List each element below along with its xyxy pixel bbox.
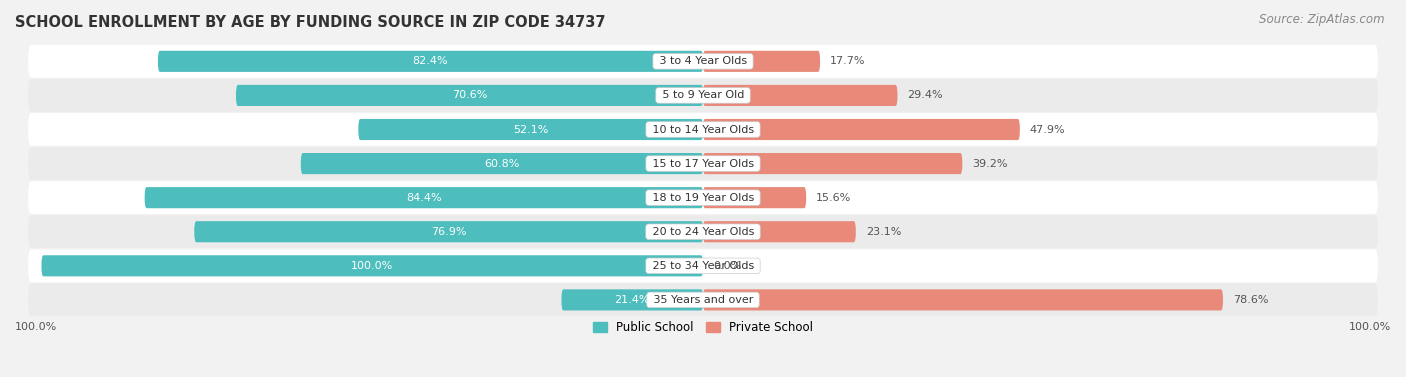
Text: 15 to 17 Year Olds: 15 to 17 Year Olds: [648, 159, 758, 169]
FancyBboxPatch shape: [703, 187, 806, 208]
Text: 70.6%: 70.6%: [451, 90, 486, 100]
FancyBboxPatch shape: [703, 153, 962, 174]
Text: 21.4%: 21.4%: [614, 295, 650, 305]
Text: SCHOOL ENROLLMENT BY AGE BY FUNDING SOURCE IN ZIP CODE 34737: SCHOOL ENROLLMENT BY AGE BY FUNDING SOUR…: [15, 15, 606, 30]
FancyBboxPatch shape: [28, 284, 1378, 316]
Text: Source: ZipAtlas.com: Source: ZipAtlas.com: [1260, 13, 1385, 26]
Text: 20 to 24 Year Olds: 20 to 24 Year Olds: [648, 227, 758, 237]
FancyBboxPatch shape: [28, 113, 1378, 146]
FancyBboxPatch shape: [28, 181, 1378, 214]
Text: 76.9%: 76.9%: [430, 227, 467, 237]
Text: 29.4%: 29.4%: [907, 90, 943, 100]
FancyBboxPatch shape: [301, 153, 703, 174]
Text: 3 to 4 Year Olds: 3 to 4 Year Olds: [655, 56, 751, 66]
FancyBboxPatch shape: [359, 119, 703, 140]
FancyBboxPatch shape: [28, 45, 1378, 78]
FancyBboxPatch shape: [703, 51, 820, 72]
Text: 100.0%: 100.0%: [352, 261, 394, 271]
Text: 78.6%: 78.6%: [1233, 295, 1268, 305]
FancyBboxPatch shape: [28, 250, 1378, 282]
FancyBboxPatch shape: [561, 289, 703, 311]
FancyBboxPatch shape: [703, 119, 1019, 140]
Text: 39.2%: 39.2%: [972, 159, 1008, 169]
FancyBboxPatch shape: [28, 147, 1378, 180]
Text: 23.1%: 23.1%: [866, 227, 901, 237]
Text: 18 to 19 Year Olds: 18 to 19 Year Olds: [648, 193, 758, 203]
Text: 15.6%: 15.6%: [815, 193, 852, 203]
Text: 10 to 14 Year Olds: 10 to 14 Year Olds: [648, 124, 758, 135]
Text: 0.0%: 0.0%: [713, 261, 741, 271]
FancyBboxPatch shape: [28, 79, 1378, 112]
Text: 47.9%: 47.9%: [1029, 124, 1066, 135]
FancyBboxPatch shape: [28, 215, 1378, 248]
Legend: Public School, Private School: Public School, Private School: [588, 316, 818, 339]
FancyBboxPatch shape: [236, 85, 703, 106]
FancyBboxPatch shape: [145, 187, 703, 208]
Text: 52.1%: 52.1%: [513, 124, 548, 135]
Text: 17.7%: 17.7%: [830, 56, 866, 66]
Text: 25 to 34 Year Olds: 25 to 34 Year Olds: [648, 261, 758, 271]
FancyBboxPatch shape: [194, 221, 703, 242]
Text: 35 Years and over: 35 Years and over: [650, 295, 756, 305]
FancyBboxPatch shape: [703, 221, 856, 242]
FancyBboxPatch shape: [157, 51, 703, 72]
FancyBboxPatch shape: [41, 255, 703, 276]
FancyBboxPatch shape: [703, 289, 1223, 311]
Text: 60.8%: 60.8%: [484, 159, 520, 169]
FancyBboxPatch shape: [703, 85, 897, 106]
Text: 84.4%: 84.4%: [406, 193, 441, 203]
Text: 100.0%: 100.0%: [1348, 322, 1391, 332]
Text: 100.0%: 100.0%: [15, 322, 58, 332]
Text: 82.4%: 82.4%: [412, 56, 449, 66]
Text: 5 to 9 Year Old: 5 to 9 Year Old: [658, 90, 748, 100]
